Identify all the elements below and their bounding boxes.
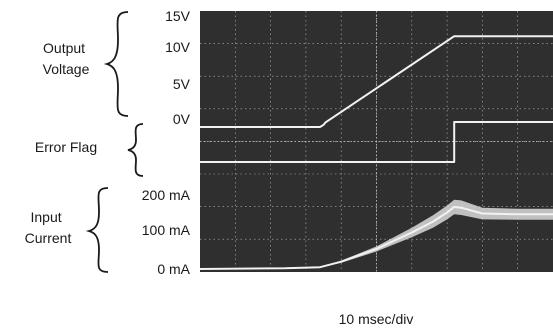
voltage-tick-label: 10V xyxy=(165,39,191,55)
current-tick-label: 100 mA xyxy=(142,222,191,238)
output-voltage-trace xyxy=(200,35,553,128)
voltage-tick-label: 5V xyxy=(173,76,191,92)
scope-graticule xyxy=(200,11,553,272)
voltage-tick-label: 0V xyxy=(173,111,191,127)
scope-traces xyxy=(199,35,553,270)
input-current-label: Input Current xyxy=(25,209,72,246)
error-flag-brace xyxy=(127,123,144,177)
tick-labels: 15V 10V 5V 0V 200 mA 100 mA 0 mA xyxy=(142,8,191,277)
input-current-trace xyxy=(199,205,553,270)
output-voltage-label: Output Voltage xyxy=(43,40,90,77)
error-flag-label: Error Flag xyxy=(35,139,97,155)
error-flag-trace xyxy=(200,121,553,163)
output-voltage-brace xyxy=(103,11,129,117)
current-tick-label: 200 mA xyxy=(142,187,191,203)
current-tick-label: 0 mA xyxy=(157,261,190,277)
voltage-tick-label: 15V xyxy=(165,8,191,24)
input-current-brace xyxy=(85,187,109,273)
x-axis-label: 10 msec/div xyxy=(339,311,414,327)
